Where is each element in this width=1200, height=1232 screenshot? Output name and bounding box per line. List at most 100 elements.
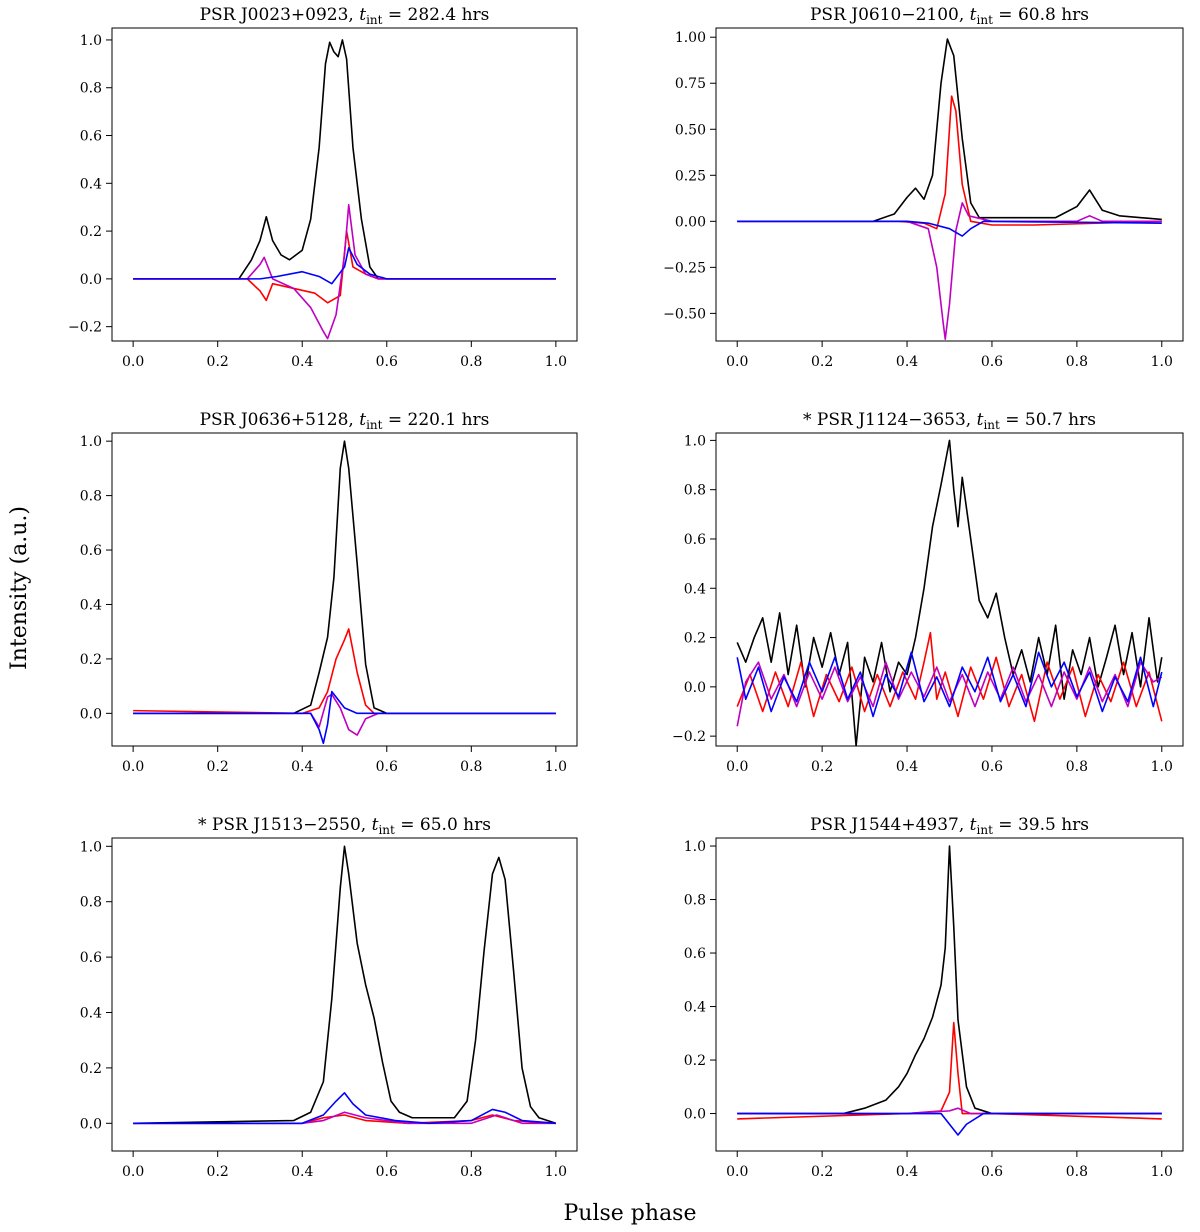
x-tick-label: 0.2 (811, 354, 833, 370)
y-tick-label: 0.2 (80, 224, 102, 240)
y-tick-label: 0.0 (80, 706, 102, 722)
y-tick-label: −0.2 (672, 729, 706, 745)
series-line-3 (737, 1107, 1162, 1115)
y-axis-label: Intensity (a.u.) (7, 506, 32, 670)
series-line-4 (133, 247, 556, 285)
y-tick-label: 0.2 (80, 652, 102, 668)
series-group (737, 38, 1162, 340)
x-tick-label: 0.4 (896, 354, 918, 370)
x-tick-label: 0.8 (460, 354, 482, 370)
series-line-2 (737, 95, 1162, 230)
series-line-3 (737, 202, 1162, 340)
y-tick-label: 1.0 (684, 839, 706, 855)
x-tick-label: 0.0 (122, 759, 144, 775)
y-tick-label: 0.2 (684, 631, 706, 647)
y-tick-label: 0.8 (684, 483, 706, 499)
y-tick-label: 0.25 (675, 168, 706, 184)
x-tick-label: 1.0 (545, 1164, 567, 1180)
x-tick-label: 0.6 (981, 354, 1003, 370)
y-tick-label: 0.0 (684, 680, 706, 696)
series-line-1 (133, 845, 557, 1125)
panels: 0.0 0.2 0.4 0.6 0.8 1.0 −0.2 0.0 0.2 0.4 0.6 0.8 1.0… (68, 5, 1184, 1180)
y-tick-label: 1.0 (80, 434, 102, 450)
series-line-1 (133, 440, 556, 715)
y-tick-label: −0.50 (663, 306, 706, 322)
series-line-4 (737, 220, 1162, 237)
x-tick-label: 0.6 (376, 354, 398, 370)
y-tick-label: 0.0 (80, 272, 102, 288)
series-line-2 (737, 1021, 1162, 1120)
x-tick-label: 0.6 (981, 759, 1003, 775)
x-tick-label: 0.0 (122, 1164, 144, 1180)
y-tick-label: 0.6 (80, 950, 102, 966)
x-tick-label: 1.0 (1151, 759, 1173, 775)
x-tick-label: 0.4 (291, 759, 313, 775)
x-tick-label: 0.2 (811, 1164, 833, 1180)
x-tick-label: 0.0 (122, 354, 144, 370)
y-tick-label: 1.0 (80, 33, 102, 49)
y-tick-label: 0.50 (675, 122, 706, 138)
y-tick-label: 0.75 (675, 76, 706, 92)
panel-title: * PSR J1513−2550, tint = 65.0 hrs (198, 815, 491, 837)
series-line-4 (737, 1112, 1162, 1136)
plot-frame (111, 837, 578, 1152)
x-tick-label: 0.4 (291, 354, 313, 370)
y-tick-label: 0.4 (80, 176, 102, 192)
x-tick-label: 0.8 (1066, 1164, 1088, 1180)
y-tick-label: 0.4 (80, 597, 102, 613)
y-tick-label: 0.8 (80, 489, 102, 505)
y-tick-label: 0.4 (684, 1000, 706, 1016)
x-tick-label: 0.2 (811, 759, 833, 775)
plot-frame (715, 432, 1184, 747)
series-line-1 (736, 439, 1163, 746)
y-tick-label: 0.0 (684, 1107, 706, 1123)
x-tick-label: 0.4 (896, 1164, 918, 1180)
y-tick-label: 0.4 (684, 581, 706, 597)
x-tick-label: 1.0 (1151, 1164, 1173, 1180)
y-tick-label: 0.6 (684, 532, 706, 548)
series-group (133, 440, 556, 745)
series-group (736, 439, 1163, 746)
x-tick-label: 0.8 (460, 759, 482, 775)
series-line-1 (133, 39, 556, 280)
panel-4: 0.0 0.2 0.4 0.6 0.8 1.0 −0.2 0.0 0.2 0.4 0.6 0.8 1.0… (672, 410, 1184, 775)
series-line-3 (736, 661, 1163, 727)
series-line-4 (133, 690, 556, 745)
x-tick-label: 0.6 (376, 1164, 398, 1180)
series-line-3 (133, 204, 556, 340)
y-tick-label: 1.00 (675, 30, 706, 46)
x-tick-label: 1.0 (545, 354, 567, 370)
x-tick-label: 0.4 (896, 759, 918, 775)
y-tick-label: 0.00 (675, 214, 706, 230)
x-tick-label: 0.6 (981, 1164, 1003, 1180)
x-tick-label: 0.8 (1066, 354, 1088, 370)
series-line-3 (133, 693, 556, 736)
y-tick-label: 0.6 (80, 129, 102, 145)
y-tick-label: 0.8 (80, 81, 102, 97)
series-line-3 (133, 1111, 556, 1125)
y-tick-label: 1.0 (80, 839, 102, 855)
x-tick-label: 0.4 (291, 1164, 313, 1180)
series-group (737, 845, 1162, 1136)
series-line-2 (133, 230, 556, 304)
y-tick-label: 0.6 (80, 543, 102, 559)
series-line-4 (736, 651, 1163, 718)
panel-title: PSR J0610−2100, tint = 60.8 hrs (810, 5, 1089, 27)
x-tick-label: 0.0 (726, 759, 748, 775)
x-tick-label: 0.0 (726, 1164, 748, 1180)
x-tick-label: 0.6 (376, 759, 398, 775)
y-tick-label: 1.0 (684, 433, 706, 449)
x-tick-label: 0.8 (1066, 759, 1088, 775)
y-tick-label: 0.8 (684, 893, 706, 909)
x-axis-label: Pulse phase (564, 1201, 697, 1226)
series-line-1 (737, 38, 1162, 223)
x-tick-label: 0.2 (207, 1164, 229, 1180)
panel-title: PSR J0023+0923, tint = 282.4 hrs (200, 5, 490, 27)
plot-frame (111, 432, 578, 747)
panel-title: PSR J1544+4937, tint = 39.5 hrs (810, 815, 1089, 837)
panel-2: 0.0 0.2 0.4 0.6 0.8 1.0 −0.50 −0.25 0.00 0.25 0.50… (663, 5, 1184, 370)
series-group (133, 845, 557, 1125)
y-tick-label: 0.6 (684, 946, 706, 962)
series-line-4 (133, 1092, 556, 1125)
plot-frame (715, 837, 1184, 1152)
